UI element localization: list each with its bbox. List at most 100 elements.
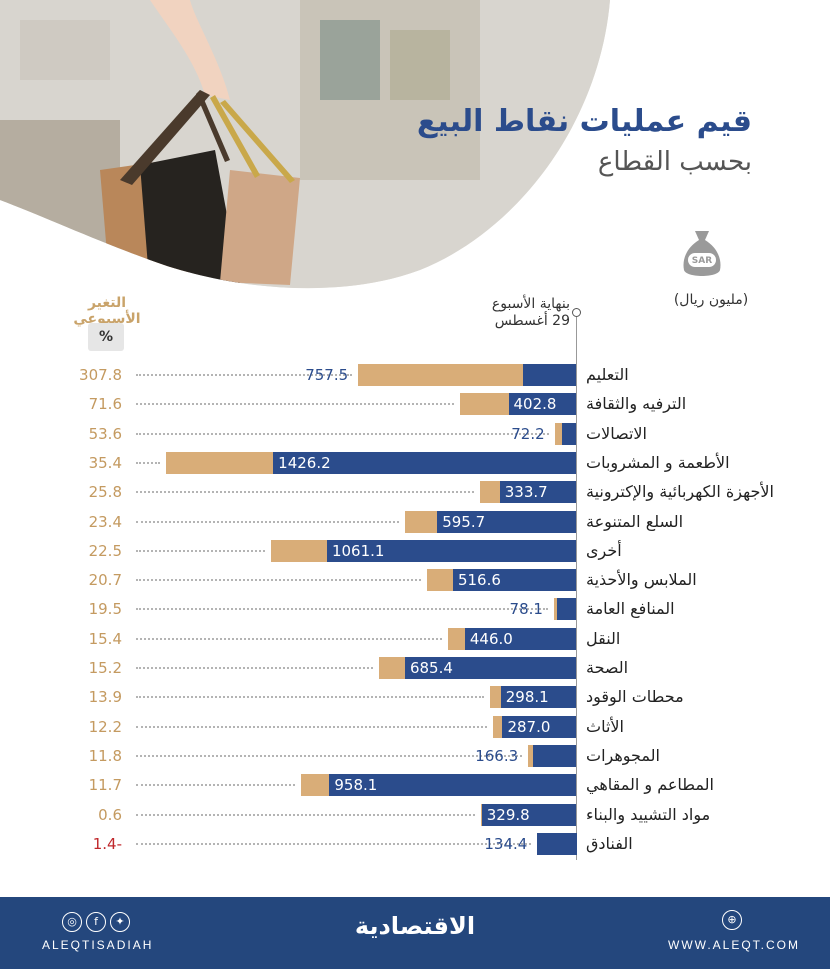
- change-bar: [480, 481, 500, 504]
- change-label: 11.7: [88, 776, 122, 795]
- category-label: السلع المتنوعة: [586, 511, 684, 531]
- value-label: 72.2: [511, 424, 545, 443]
- category-label: أخرى: [586, 540, 622, 560]
- globe-icon[interactable]: ⊕: [722, 910, 742, 930]
- leader-line: [136, 403, 455, 406]
- chart-row: 1.4- 134.4 الفنادق: [0, 832, 830, 855]
- change-bar: [427, 569, 453, 592]
- chart-row: 12.2 287.0 الأثاث: [0, 715, 830, 738]
- value-bar: [452, 569, 576, 592]
- value-bar: [557, 598, 576, 621]
- week-header-line1: بنهاية الأسبوع: [491, 296, 570, 312]
- website-link[interactable]: WWW.ALEQT.COM: [668, 938, 800, 952]
- value-label: 958.1: [334, 776, 378, 795]
- leader-line: [136, 667, 373, 669]
- footer-bar: [0, 897, 830, 969]
- change-label: 11.8: [88, 746, 122, 765]
- twitter-icon[interactable]: ✦: [110, 912, 130, 932]
- facebook-icon[interactable]: f: [86, 912, 106, 932]
- category-label: الاتصالات: [586, 423, 647, 443]
- change-bar: [300, 774, 330, 797]
- value-label: 333.7: [504, 483, 548, 502]
- change-label: 19.5: [88, 600, 122, 619]
- category-label: التعليم: [586, 365, 629, 384]
- change-label: 13.9: [88, 688, 122, 707]
- value-label: 685.4: [409, 659, 453, 677]
- bar-chart-rows: 307.8 757.5 التعليم 71.6 402.8 الترفيه والثقا…: [0, 364, 830, 855]
- week-header-line2: 29 أغسطس: [494, 313, 570, 329]
- social-icons: ◎ f ✦: [62, 910, 134, 932]
- baseline-axis: [576, 317, 577, 860]
- value-label: 166.3: [475, 746, 519, 765]
- category-label: محطات الوقود: [586, 687, 684, 707]
- value-label: 446.0: [469, 629, 513, 648]
- value-bar: [562, 422, 576, 445]
- value-bar: [464, 627, 576, 650]
- value-bar: [533, 744, 576, 767]
- change-label: 307.8: [79, 366, 122, 384]
- money-bag-icon: SAR: [683, 231, 721, 276]
- value-bar: [437, 510, 576, 533]
- leader-line: [136, 520, 399, 523]
- value-bar: [500, 686, 576, 709]
- chart-row: 35.4 1426.2 الأطعمة و المشروبات: [0, 451, 830, 474]
- change-bar: [378, 657, 405, 679]
- change-bar: [481, 803, 482, 826]
- leader-line: [136, 491, 475, 494]
- leader-line: [136, 842, 532, 845]
- change-label: 22.5: [88, 541, 122, 560]
- change-bar: [528, 744, 534, 767]
- change-label: 15.2: [88, 659, 122, 677]
- change-label: 20.7: [88, 571, 122, 590]
- value-bar: [499, 481, 576, 504]
- change-bar: [270, 539, 327, 562]
- leader-line: [136, 784, 295, 787]
- chart-row: 11.8 166.3 المجوهرات: [0, 744, 830, 767]
- chart-row: 53.6 72.2 الاتصالات: [0, 422, 830, 445]
- category-label: الملابس والأحذية: [586, 570, 697, 590]
- value-label: 757.5: [305, 366, 349, 384]
- category-label: الأجهزة الكهربائية والإكترونية: [586, 482, 774, 502]
- leader-line: [136, 579, 422, 582]
- instagram-icon[interactable]: ◎: [62, 912, 82, 932]
- value-bar: [273, 451, 576, 474]
- value-bar: [404, 657, 576, 679]
- chart-subtitle: بحسب القطاع: [597, 147, 752, 177]
- chart-row: 307.8 757.5 التعليم: [0, 364, 830, 386]
- leader-line: [136, 432, 550, 435]
- value-label: 595.7: [442, 512, 486, 531]
- change-label: 53.6: [88, 424, 122, 443]
- value-label: 134.4: [484, 834, 528, 853]
- change-label: 71.6: [88, 395, 122, 414]
- axis-start-dot: [572, 308, 581, 317]
- change-label: 0.6: [98, 805, 122, 824]
- leader-line: [136, 725, 488, 728]
- value-label: 298.1: [505, 688, 549, 707]
- change-bar: [460, 393, 509, 416]
- social-handle: ALEQTISADIAH: [42, 938, 154, 952]
- leader-line: [136, 461, 160, 464]
- value-bar: [326, 539, 576, 562]
- value-label: 1426.2: [278, 453, 331, 472]
- chart-row: 15.4 446.0 النقل: [0, 627, 830, 650]
- category-label: المجوهرات: [586, 745, 660, 765]
- change-label: 25.8: [88, 483, 122, 502]
- unit-label: (مليون ريال): [673, 292, 749, 308]
- shopping-bags-photo: [0, 0, 610, 289]
- change-label: 35.4: [88, 453, 122, 472]
- change-bar: [555, 422, 563, 445]
- value-bar: [502, 715, 576, 738]
- percent-badge: %: [88, 323, 124, 351]
- leader-line: [136, 813, 476, 816]
- leader-line: [136, 608, 548, 611]
- value-bar: [329, 774, 576, 797]
- change-bar: [490, 686, 501, 709]
- chart-title: قيم عمليات نقاط البيع: [416, 104, 752, 139]
- leader-line: [136, 549, 265, 552]
- category-label: الترفيه والثقافة: [586, 394, 687, 414]
- category-label: الأثاث: [586, 716, 624, 736]
- leader-line: [136, 696, 485, 699]
- change-bar: [358, 364, 523, 386]
- chart-row: 23.4 595.7 السلع المتنوعة: [0, 510, 830, 533]
- value-bar: [481, 803, 576, 826]
